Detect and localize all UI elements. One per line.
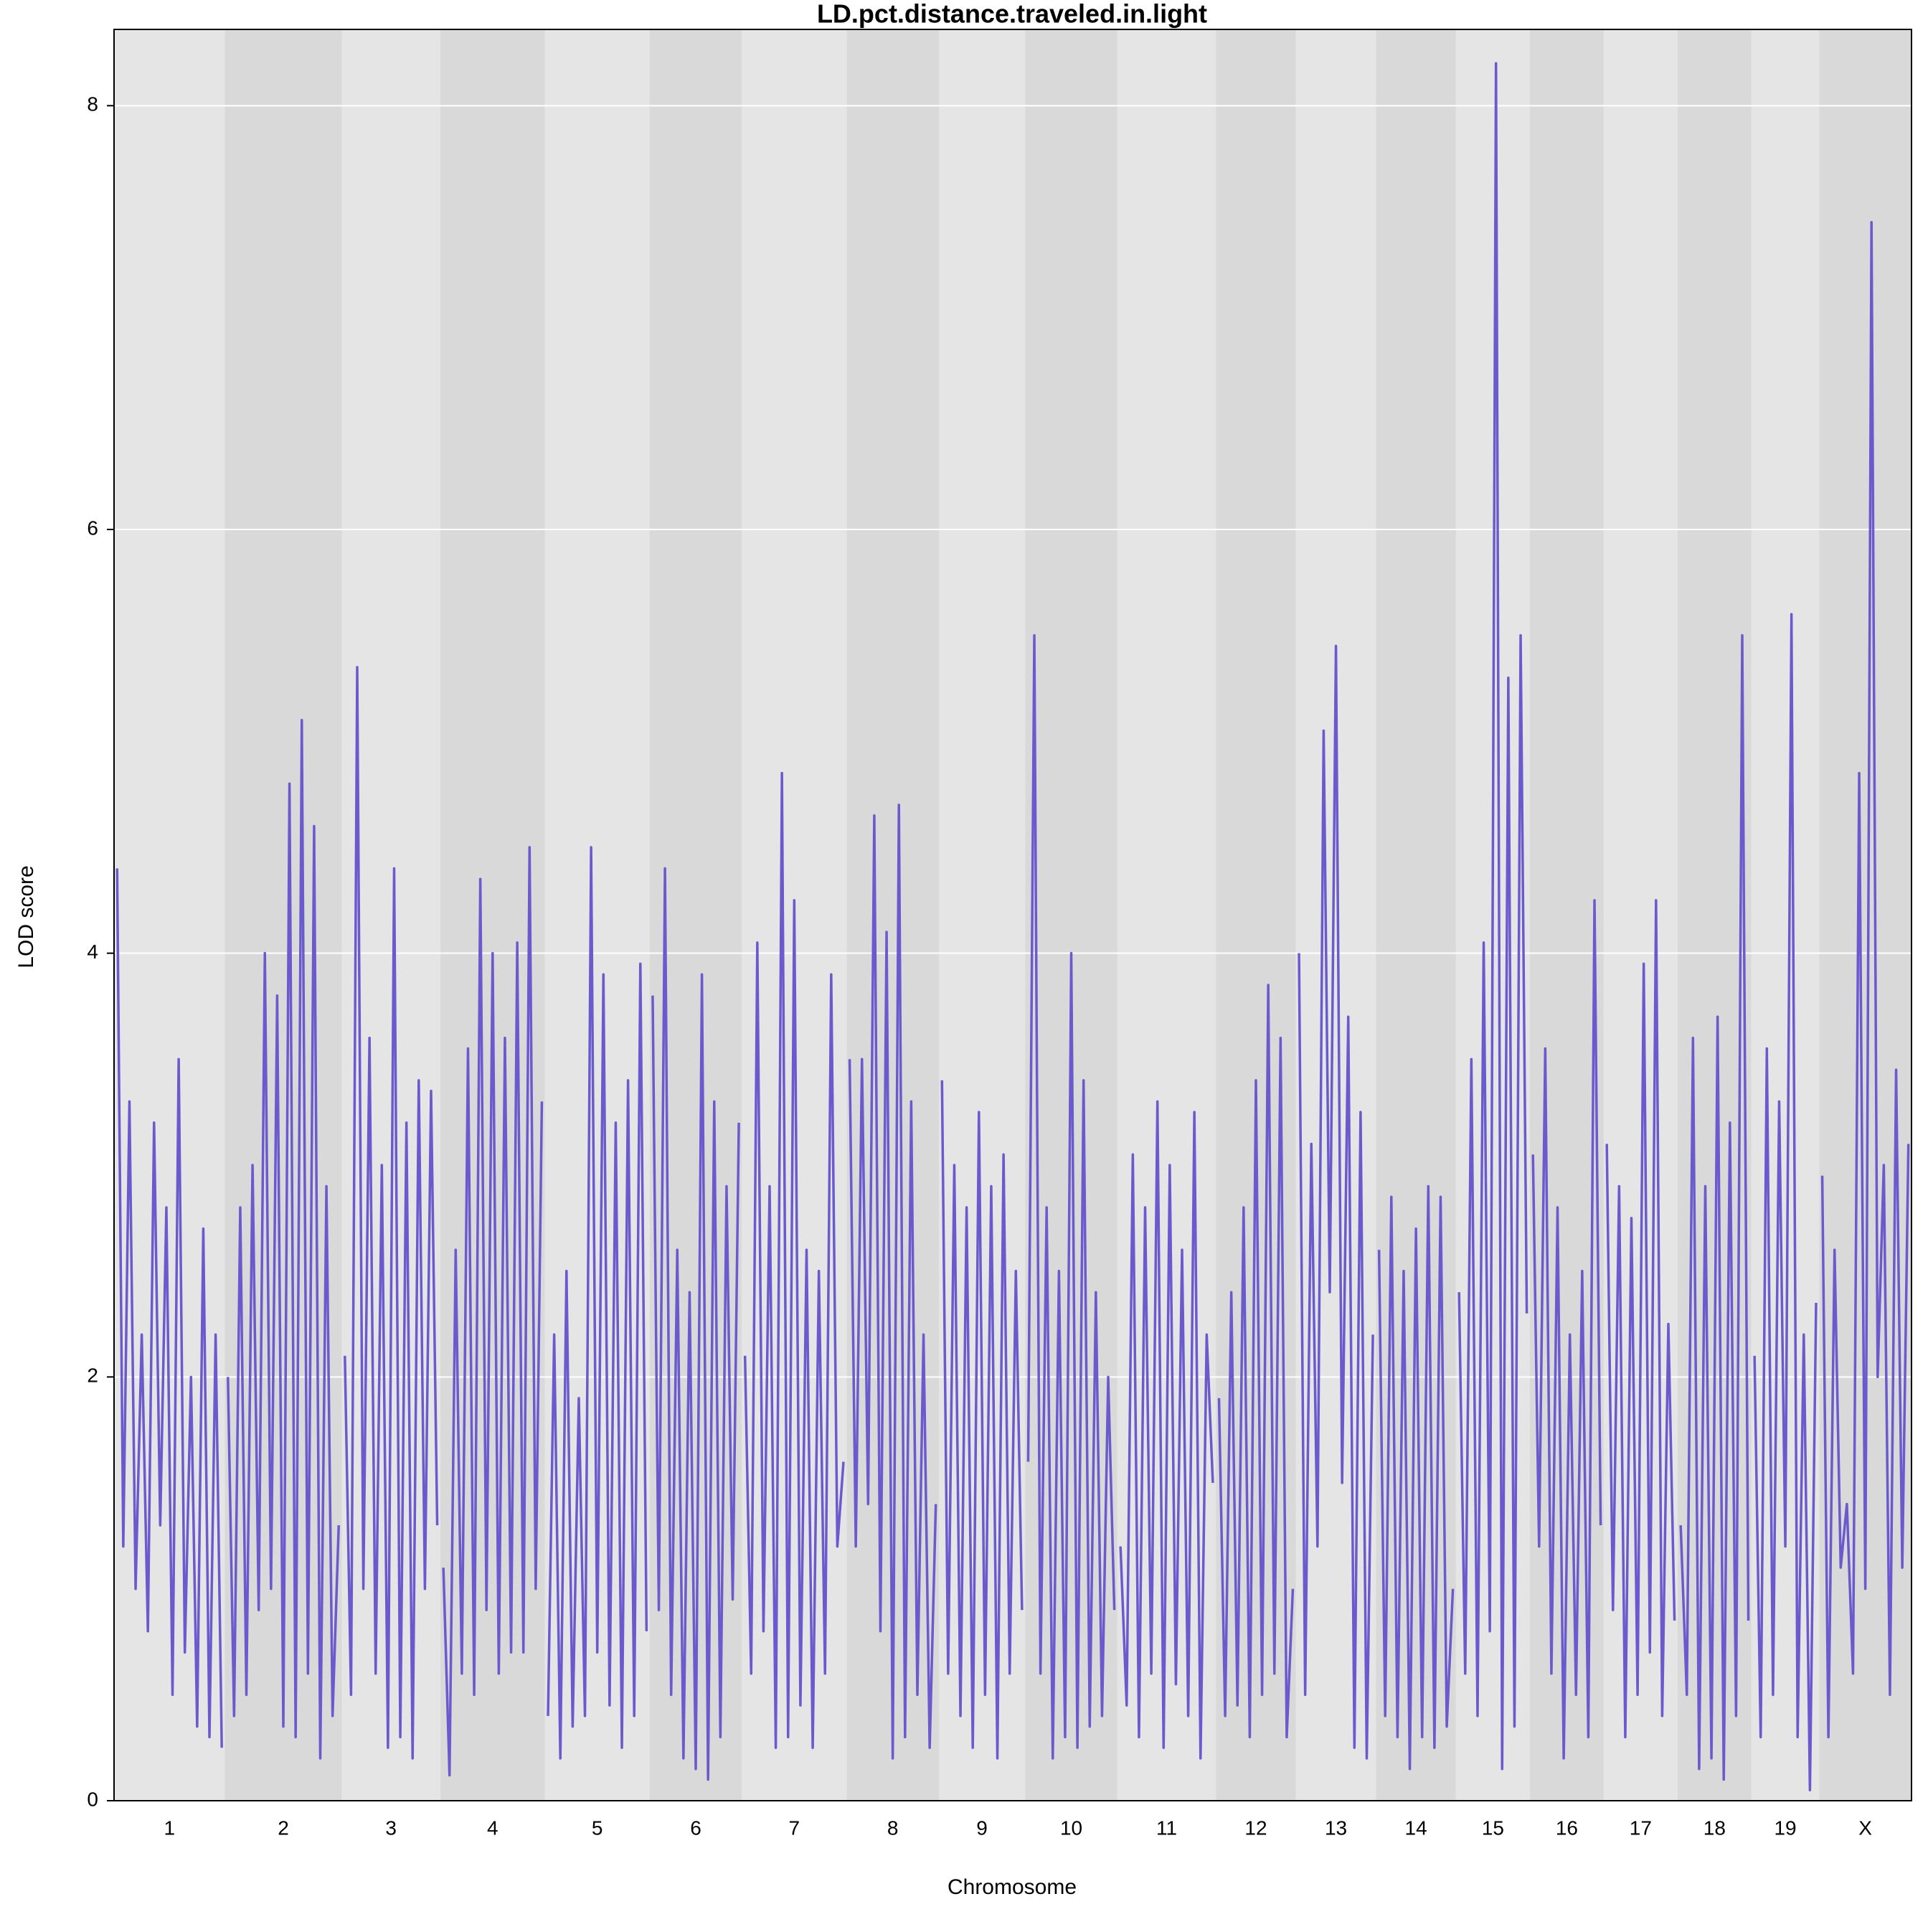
y-tick-label: 0 [87,1788,98,1810]
y-tick-label: 6 [87,517,98,539]
lod-line [1457,62,1528,1771]
y-tick-label: 4 [87,941,98,963]
lod-line [442,846,544,1777]
lod-line [1119,1100,1214,1760]
x-tick-label: 3 [385,1816,397,1839]
x-tick-label: 5 [592,1816,603,1839]
x-tick-label: 2 [278,1816,289,1839]
y-tick-label: 8 [87,93,98,116]
x-axis-label: Chromosome [948,1875,1077,1899]
lod-line [940,1080,1024,1760]
lod-line [547,846,648,1760]
lod-line [1217,984,1295,1739]
chromosome-band [1295,29,1376,1801]
y-axis-label: LOD score [14,865,38,968]
lod-line [848,804,937,1760]
lod-line [1753,613,1818,1791]
x-tick-label: 19 [1774,1816,1796,1839]
x-tick-label: X [1858,1816,1872,1839]
chromosome-band [1376,29,1456,1801]
x-tick-label: 6 [690,1816,701,1839]
x-tick-label: 12 [1244,1816,1267,1839]
plot-frame [113,29,1912,1801]
lod-line [1026,633,1116,1760]
lod-line [743,771,845,1749]
lod-line [227,719,340,1760]
x-tick-label: 14 [1405,1816,1427,1839]
lod-line [651,867,740,1781]
lod-line [1377,1184,1455,1771]
x-tick-label: 8 [887,1816,899,1839]
x-tick-label: 18 [1703,1816,1726,1839]
x-tick-label: 1 [164,1816,175,1839]
x-tick-label: 9 [976,1816,988,1839]
x-tick-label: 10 [1060,1816,1082,1839]
chart-title: LD.pct.distance.traveled.in.light [817,0,1207,29]
x-tick-label: 7 [789,1816,800,1839]
x-tick-label: 11 [1156,1816,1177,1839]
chromosome-band [440,29,545,1801]
y-tick-label: 2 [87,1365,98,1387]
chromosome-band [846,29,940,1801]
lod-line [1605,899,1676,1739]
lod-line [1679,633,1750,1781]
x-tick-label: 15 [1482,1816,1504,1839]
lod-line [115,868,223,1748]
lod-line [1531,899,1602,1760]
lod-line [344,666,439,1760]
x-tick-label: 17 [1630,1816,1652,1839]
x-tick-label: 4 [487,1816,498,1839]
x-tick-label: 13 [1325,1816,1347,1839]
lod-line [1298,644,1374,1760]
x-tick-label: 16 [1556,1816,1578,1839]
lod-line [1820,221,1910,1739]
